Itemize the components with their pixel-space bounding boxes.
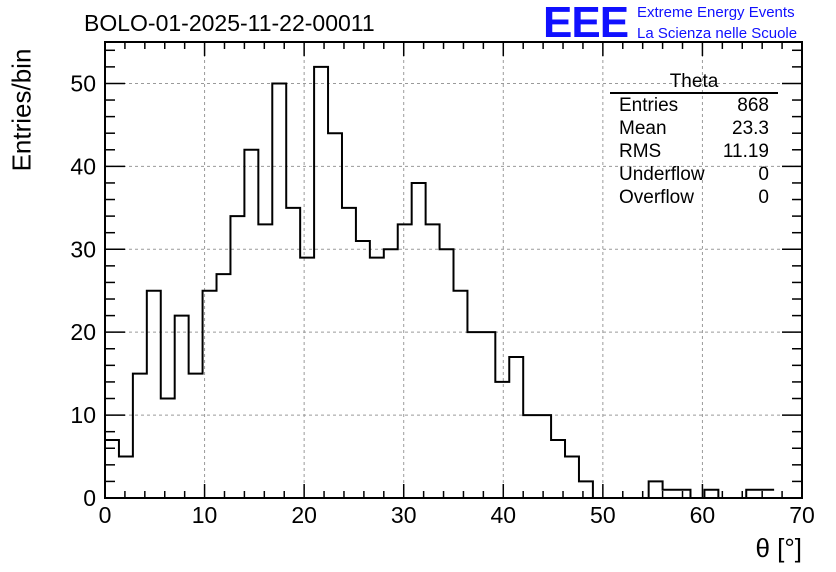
stats-row-entries: Entries 868 [610, 94, 778, 117]
stats-row-overflow: Overflow 0 [610, 186, 778, 209]
histogram-bin [175, 316, 189, 498]
y-tick-label: 50 [70, 70, 96, 96]
histogram-bin [203, 291, 217, 498]
stats-value: 0 [758, 187, 769, 208]
histogram-bin [440, 249, 454, 498]
histogram-bin [230, 216, 244, 498]
stats-value: 11.19 [722, 141, 769, 162]
y-tick-label: 20 [70, 319, 96, 345]
histogram-bin [704, 490, 718, 498]
histogram-bin [147, 291, 161, 498]
stats-box: Theta Entries 868 Mean 23.3 RMS 11.19 Un… [610, 72, 778, 209]
eee-logo: EEE [543, 0, 629, 47]
x-tick-label: 70 [789, 502, 815, 528]
histogram-line [105, 65, 775, 499]
histogram-bin [509, 357, 523, 498]
stats-label: Entries [619, 95, 679, 116]
histogram-bin [746, 490, 760, 498]
stats-title: Theta [610, 72, 778, 94]
histogram-bin [272, 83, 286, 498]
run-title: BOLO-01-2025-11-22-00011 [84, 10, 375, 36]
histogram-bin [300, 258, 314, 498]
histogram-bin [342, 208, 356, 498]
histogram-bin [565, 457, 579, 498]
histogram-bin [384, 249, 398, 498]
stats-label: Mean [619, 118, 667, 139]
x-tick-label: 0 [99, 502, 112, 528]
histogram-bin [649, 481, 663, 498]
stats-value: 23.3 [732, 118, 769, 139]
stats-row-underflow: Underflow 0 [610, 163, 778, 186]
histogram-bin [412, 183, 426, 498]
histogram-bin [454, 291, 468, 498]
y-tick-label: 30 [70, 236, 96, 262]
y-axis-label: Entries/bin [6, 48, 37, 172]
histogram-bin [551, 440, 565, 498]
y-tick-label: 10 [70, 402, 96, 428]
histogram-bin [467, 332, 481, 498]
x-tick-label: 20 [291, 502, 317, 528]
logo-line-2: La Scienza nelle Scuole [637, 25, 798, 42]
histogram-bin [579, 481, 593, 498]
histogram-bin [426, 224, 440, 498]
stats-label: RMS [619, 141, 662, 162]
histogram-bin [537, 415, 551, 498]
histogram-bin [258, 224, 272, 498]
histogram-bin [314, 67, 328, 498]
histogram-bin [217, 274, 231, 498]
histogram-bin [663, 490, 677, 498]
histogram-bin [328, 133, 342, 498]
stats-label: Overflow [619, 187, 694, 208]
stats-label: Underflow [619, 164, 705, 185]
stats-row-mean: Mean 23.3 [610, 117, 778, 140]
x-tick-label: 10 [192, 502, 218, 528]
x-tick-label: 60 [690, 502, 716, 528]
histogram-bin [286, 208, 300, 498]
x-axis-label: θ [°] [755, 533, 802, 563]
histogram-bin [119, 457, 133, 498]
stats-row-rms: RMS 11.19 [610, 140, 778, 163]
logo-line-1: Extreme Energy Events [637, 4, 795, 21]
histogram-bin [495, 382, 509, 498]
histogram-bin [398, 224, 412, 498]
x-tick-label: 30 [391, 502, 417, 528]
plot-frame [104, 41, 803, 499]
stats-value: 868 [737, 95, 769, 116]
y-tick-label: 0 [83, 485, 96, 511]
histogram-bin [189, 374, 203, 498]
histogram-bin [523, 415, 537, 498]
x-tick-label: 40 [490, 502, 516, 528]
y-tick-label: 40 [70, 153, 96, 179]
stats-value: 0 [758, 164, 769, 185]
histogram-bin [677, 490, 691, 498]
x-tick-label: 50 [590, 502, 616, 528]
histogram-bin [481, 332, 495, 498]
histogram-bin [161, 399, 175, 498]
histogram-bin [370, 258, 384, 498]
histogram-bin [133, 374, 147, 498]
histogram-bin [244, 150, 258, 498]
histogram-bin [356, 241, 370, 498]
